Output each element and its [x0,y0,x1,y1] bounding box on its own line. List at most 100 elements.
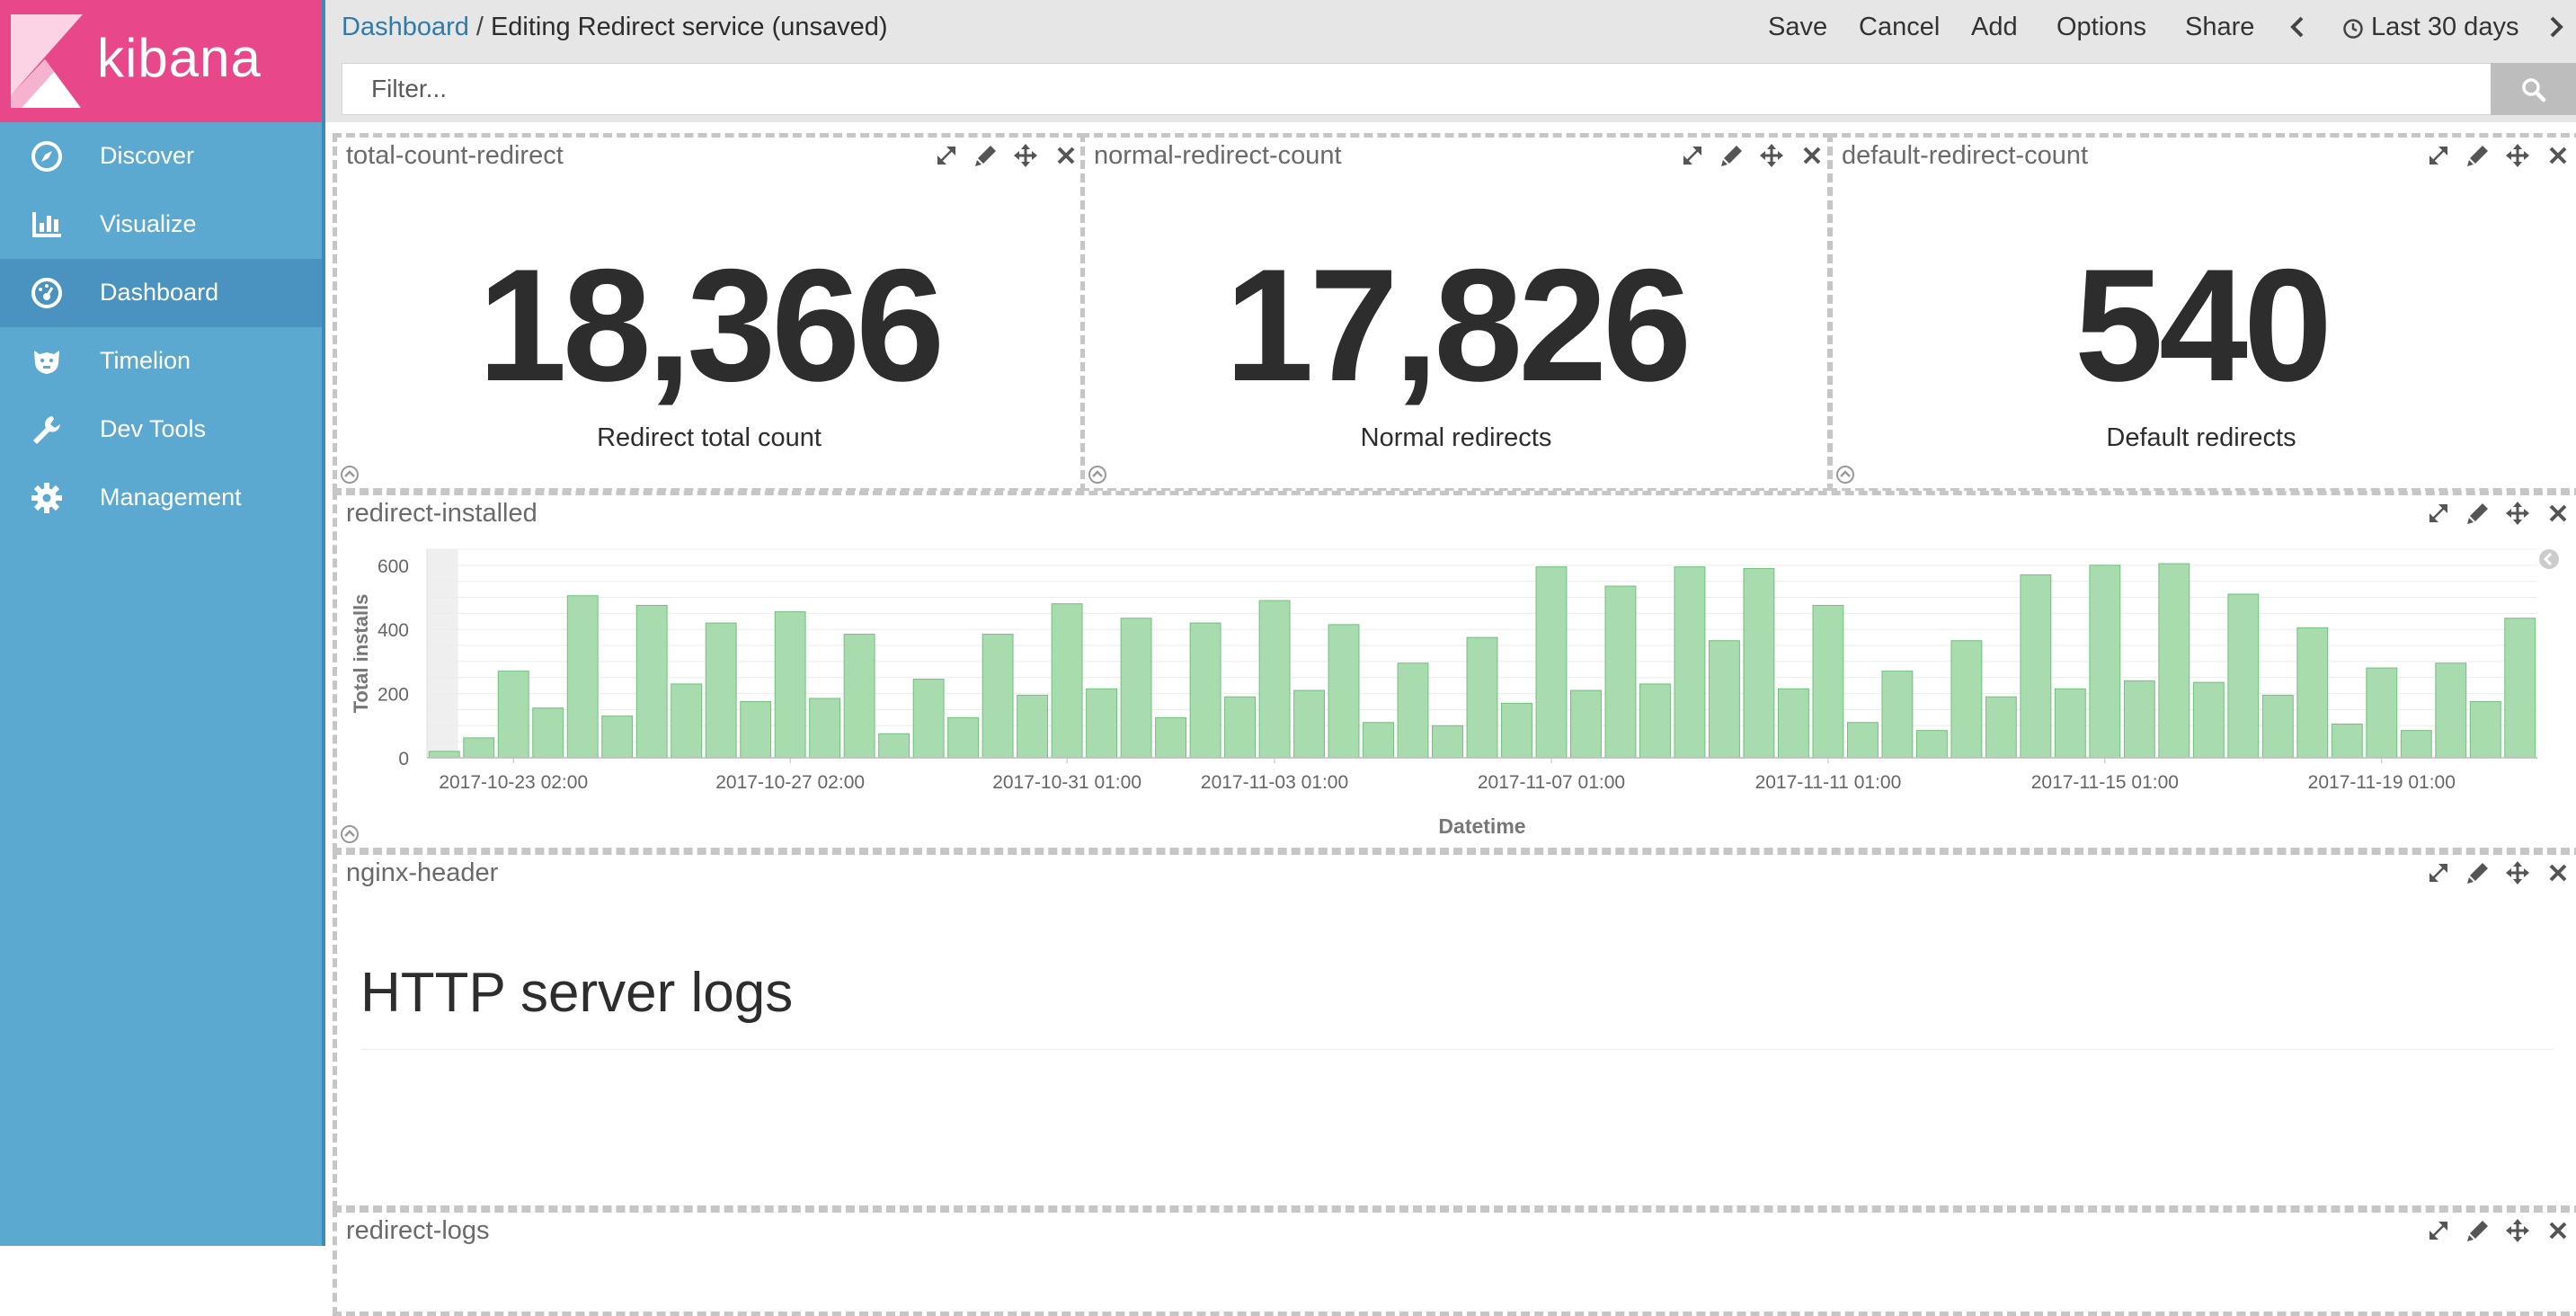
search-button[interactable] [2491,63,2576,115]
chevron-left-icon[interactable] [2288,16,2306,38]
sidebar-item-dashboard[interactable]: Dashboard [0,259,322,327]
move-panel-icon[interactable] [2505,501,2530,526]
expand-panel-icon[interactable] [934,143,959,168]
chart-bar [878,733,910,759]
edit-panel-icon[interactable] [973,143,999,168]
chart-bar [1363,722,1394,759]
chart-bar [2296,627,2329,759]
move-panel-icon[interactable] [2505,860,2530,885]
collapse-legend-icon[interactable] [2537,547,2561,571]
sidebar-item-timelion[interactable]: Timelion [0,327,322,396]
chart-bar [2435,662,2467,759]
panel-nginx-header: nginx-header HTTP server logs [333,850,2576,1210]
panel-title: total-count-redirect [346,141,564,170]
metric-value: 17,826 [1224,236,1692,414]
chart-bar [463,737,495,759]
metric-value: 18,366 [477,236,945,414]
toggle-legend-icon[interactable] [340,465,360,485]
chart-bar [2227,593,2260,759]
expand-panel-icon[interactable] [2426,860,2451,885]
x-tick-label: 2017-11-07 01:00 [1478,772,1625,793]
chart-bar [1674,566,1706,759]
move-panel-icon[interactable] [1013,143,1038,168]
chart-bar [566,595,599,759]
breadcrumb-separator: / [475,13,484,41]
edit-panel-icon[interactable] [2465,860,2491,885]
edit-panel-icon[interactable] [1719,143,1745,168]
sidebar-item-discover[interactable]: Discover [0,122,322,191]
chart-bar [1293,689,1325,759]
breadcrumb-dashboard-link[interactable]: Dashboard [342,13,469,41]
chart-bar [1155,716,1187,759]
bar-chart: 0 200 400 600 2017-10-23 02:00 2017-10-27 02:… [350,548,2537,838]
sidebar-item-dev-tools[interactable]: Dev Tools [0,396,322,464]
breadcrumb-current: Editing Redirect service (unsaved) [490,13,888,41]
close-panel-icon[interactable] [1054,143,1078,168]
x-tick-label: 2017-11-11 01:00 [1755,772,1902,793]
move-panel-icon[interactable] [2505,1218,2530,1243]
panel-title: normal-redirect-count [1094,141,1342,170]
kibana-logo-icon [11,14,83,108]
search-icon [2522,78,2546,102]
metric-value: 540 [2074,236,2332,414]
sidebar-item-management[interactable]: Management [0,464,322,532]
panel-actions [2426,860,2570,887]
chart-bar [2192,681,2225,759]
chart-bar [2261,694,2294,759]
chart-bar [601,716,634,759]
kibana-logo[interactable]: kibana [0,0,322,122]
toggle-legend-icon[interactable] [1088,465,1107,485]
sidebar-item-label: Visualize [100,210,197,237]
x-tick-label: 2017-10-31 01:00 [992,772,1141,793]
expand-panel-icon[interactable] [2426,1218,2451,1243]
sidebar-item-label: Dev Tools [100,415,207,442]
move-panel-icon[interactable] [2505,143,2530,168]
edit-panel-icon[interactable] [2465,501,2491,526]
toggle-legend-icon[interactable] [1835,465,1855,485]
chart-bar [2366,667,2398,759]
share-button[interactable]: Share [2185,13,2255,41]
panel-title: nginx-header [346,858,499,887]
chart-range-shade [427,549,458,758]
time-range-label: Last 30 days [2371,13,2519,41]
close-panel-icon[interactable] [1800,143,1824,168]
panel-default-redirect-count: default-redirect-count 540 Default redir… [1828,133,2576,493]
chart-bar [1328,624,1360,759]
clock-icon [2343,19,2363,39]
search-input[interactable] [342,63,2508,115]
chart-bar [1709,640,1740,759]
chart-bar [705,622,737,759]
edit-panel-icon[interactable] [2465,1218,2491,1243]
panel-total-count-redirect: total-count-redirect 18,366 Redirect tot… [333,133,1086,493]
chart-bar [2158,563,2190,759]
options-button[interactable]: Options [2056,13,2146,41]
chart-bar [2054,688,2086,759]
panel-actions [2426,143,2570,170]
sidebar-item-label: Discover [100,142,195,169]
chart-bar [1777,688,1809,759]
expand-panel-icon[interactable] [2426,501,2451,526]
chart-bar [1985,696,2017,759]
toggle-legend-icon[interactable] [340,824,360,844]
sidebar-item-label: Timelion [100,347,191,374]
chart-bar [1501,702,1532,759]
save-button[interactable]: Save [1768,13,1828,41]
expand-panel-icon[interactable] [2426,143,2451,168]
close-panel-icon[interactable] [2546,1218,2570,1243]
chart-bar [809,698,841,759]
close-panel-icon[interactable] [2546,860,2570,885]
panel-actions [934,143,1078,170]
close-panel-icon[interactable] [2546,501,2570,526]
sidebar-item-visualize[interactable]: Visualize [0,191,322,259]
expand-panel-icon[interactable] [1680,143,1705,168]
move-panel-icon[interactable] [1759,143,1784,168]
chevron-right-icon[interactable] [2547,16,2565,38]
cancel-button[interactable]: Cancel [1859,13,1941,41]
x-tick-label: 2017-11-03 01:00 [1201,772,1348,793]
add-button[interactable]: Add [1971,13,2018,41]
close-panel-icon[interactable] [2546,143,2570,168]
y-axis-title: Total installs [350,594,372,714]
edit-panel-icon[interactable] [2465,143,2491,168]
sidebar-edge [322,0,325,1246]
chart-bar [1120,618,1152,759]
